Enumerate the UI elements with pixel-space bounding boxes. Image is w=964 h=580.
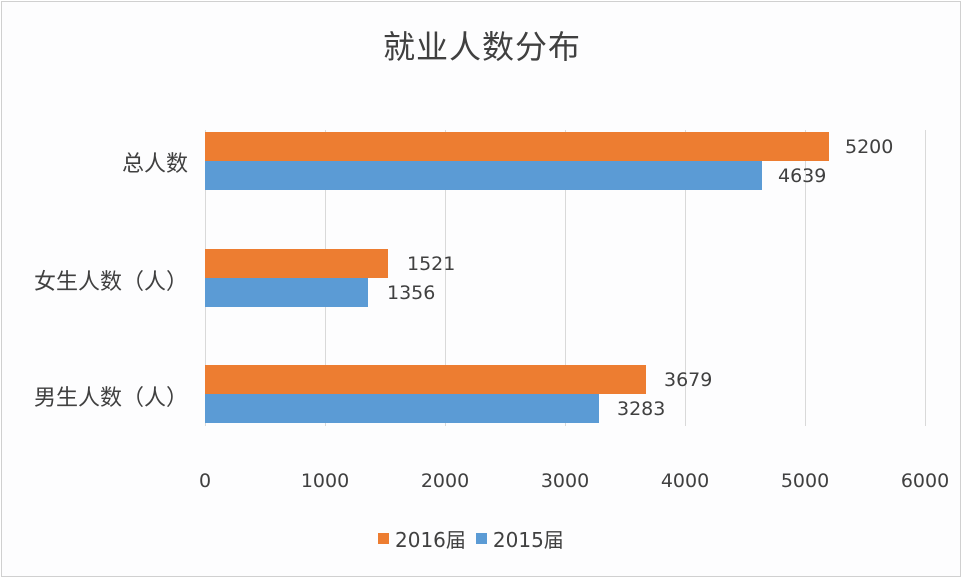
x-tick: 4000	[660, 470, 710, 492]
data-label-female-2015: 1356	[387, 282, 436, 304]
bar-female-2015	[205, 278, 368, 307]
legend-swatch-2016-icon	[378, 533, 389, 544]
legend-item-2016: 2016届	[378, 524, 466, 553]
gridline	[685, 130, 686, 426]
gridline	[565, 130, 566, 426]
gridline	[805, 130, 806, 426]
bar-male-2015	[205, 394, 599, 423]
x-tick: 3000	[540, 470, 590, 492]
plot-area: 5200 4639 1521 1356 3679 3283	[205, 130, 926, 426]
chart-title: 就业人数分布	[382, 28, 581, 66]
legend-label-2015: 2015届	[492, 528, 564, 552]
bar-male-2016	[205, 365, 646, 394]
x-tick: 5000	[780, 470, 830, 492]
bar-total-2016	[205, 132, 829, 161]
gridline	[445, 130, 446, 426]
x-tick: 1000	[300, 470, 350, 492]
data-label-female-2016: 1521	[407, 253, 456, 275]
bar-female-2016	[205, 249, 388, 278]
x-tick: 6000	[900, 470, 950, 492]
legend-swatch-2015-icon	[475, 533, 487, 544]
legend-item-2015: 2015届	[475, 524, 564, 553]
data-label-total-2016: 5200	[845, 136, 894, 158]
x-tick: 2000	[420, 470, 470, 492]
bar-total-2015	[205, 161, 762, 190]
data-label-total-2015: 4639	[778, 165, 827, 187]
category-label-male: 男生人数（人）	[33, 386, 188, 411]
data-label-male-2016: 3679	[664, 369, 713, 391]
x-tick: 0	[198, 470, 212, 492]
category-label-total: 总人数	[121, 152, 188, 177]
data-label-male-2015: 3283	[617, 398, 666, 420]
gridline	[925, 130, 926, 426]
legend: 2016届 2015届	[378, 524, 574, 553]
legend-label-2016: 2016届	[395, 528, 466, 552]
category-label-female: 女生人数（人）	[33, 270, 188, 295]
